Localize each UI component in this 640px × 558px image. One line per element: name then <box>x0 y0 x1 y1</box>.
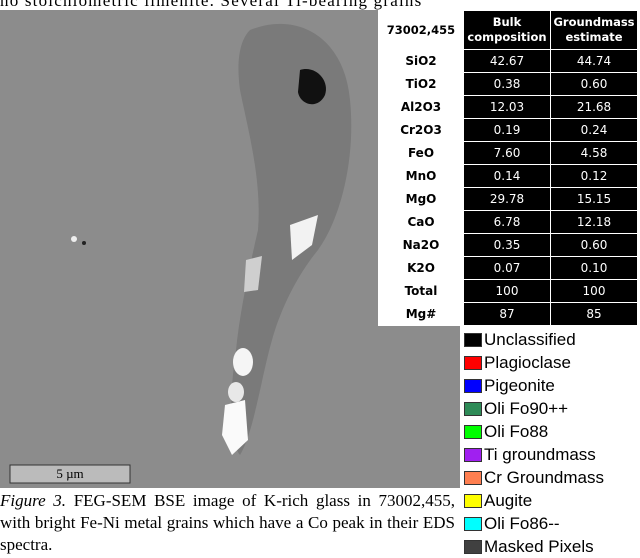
row-label: SiO2 <box>379 50 464 73</box>
cell: 0.12 <box>551 165 638 188</box>
legend-swatch <box>464 448 482 462</box>
row-label: MnO <box>379 165 464 188</box>
cell: 0.35 <box>464 234 551 257</box>
cell: 0.14 <box>464 165 551 188</box>
page: no stoichiometric ilmenite. Several Ti-b… <box>0 0 640 558</box>
cell: 85 <box>551 303 638 326</box>
scale-label: 5 µm <box>56 466 83 481</box>
legend-label: Oli Fo88 <box>484 422 548 442</box>
cell: 7.60 <box>464 142 551 165</box>
legend-label: Cr Groundmass <box>484 468 604 488</box>
legend-swatch <box>464 471 482 485</box>
legend-item: Cr Groundmass <box>464 466 604 489</box>
legend-item: Augite <box>464 489 604 512</box>
caption-label: Figure 3. <box>0 491 66 510</box>
legend-swatch <box>464 333 482 347</box>
cell: 29.78 <box>464 188 551 211</box>
legend-label: Oli Fo86-- <box>484 514 560 534</box>
legend-item: Masked Pixels <box>464 535 604 558</box>
cell: 0.10 <box>551 257 638 280</box>
legend-item: Oli Fo86-- <box>464 512 604 535</box>
legend-swatch <box>464 425 482 439</box>
caption-text: FEG-SEM BSE image of K-rich glass in 730… <box>0 491 455 554</box>
cell: 0.38 <box>464 73 551 96</box>
legend-swatch <box>464 379 482 393</box>
legend-item: Oli Fo90++ <box>464 397 604 420</box>
legend-label: Oli Fo90++ <box>484 399 568 419</box>
legend: Unclassified Plagioclase Pigeonite Oli Fo90… <box>464 328 604 558</box>
legend-swatch <box>464 356 482 370</box>
cell: 0.60 <box>551 234 638 257</box>
legend-item: Ti groundmass <box>464 443 604 466</box>
legend-label: Masked Pixels <box>484 537 594 557</box>
cell: 0.24 <box>551 119 638 142</box>
legend-swatch <box>464 494 482 508</box>
legend-item: Oli Fo88 <box>464 420 604 443</box>
header-cell: Bulk composition <box>464 11 551 50</box>
cell: 21.68 <box>551 96 638 119</box>
legend-label: Augite <box>484 491 532 511</box>
legend-label: Ti groundmass <box>484 445 596 465</box>
legend-swatch <box>464 540 482 554</box>
cell: 12.18 <box>551 211 638 234</box>
cell: 100 <box>551 280 638 303</box>
header-cell: Groundmass estimate <box>551 11 638 50</box>
cell: 12.03 <box>464 96 551 119</box>
row-label: K2O <box>379 257 464 280</box>
row-label: Cr2O3 <box>379 119 464 142</box>
row-label: CaO <box>379 211 464 234</box>
cell: 42.67 <box>464 50 551 73</box>
cell: 6.78 <box>464 211 551 234</box>
cell: 4.58 <box>551 142 638 165</box>
row-label: Mg# <box>379 303 464 326</box>
legend-swatch <box>464 517 482 531</box>
legend-label: Unclassified <box>484 330 576 350</box>
cell: 44.74 <box>551 50 638 73</box>
legend-item: Pigeonite <box>464 374 604 397</box>
cell: 0.60 <box>551 73 638 96</box>
cell: 0.19 <box>464 119 551 142</box>
legend-swatch <box>464 402 482 416</box>
row-label: MgO <box>379 188 464 211</box>
legend-item: Unclassified <box>464 328 604 351</box>
caption: Figure 3. FEG-SEM BSE image of K-rich gl… <box>0 490 455 556</box>
legend-item: Plagioclase <box>464 351 604 374</box>
row-label: FeO <box>379 142 464 165</box>
cell: 0.07 <box>464 257 551 280</box>
header-cell: 73002,455 <box>379 11 464 50</box>
cell: 87 <box>464 303 551 326</box>
cell: 15.15 <box>551 188 638 211</box>
legend-label: Pigeonite <box>484 376 555 396</box>
cell: 100 <box>464 280 551 303</box>
legend-label: Plagioclase <box>484 353 571 373</box>
row-label: Na2O <box>379 234 464 257</box>
row-label: Total <box>379 280 464 303</box>
row-label: Al2O3 <box>379 96 464 119</box>
row-label: TiO2 <box>379 73 464 96</box>
